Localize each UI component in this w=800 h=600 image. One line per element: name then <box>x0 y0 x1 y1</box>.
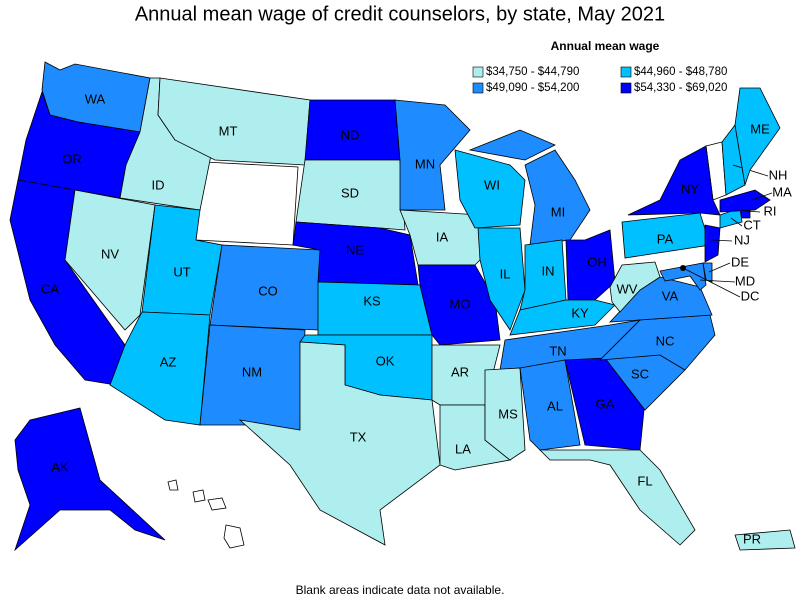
leader-line <box>708 262 731 273</box>
state-area <box>394 99 471 211</box>
state-label: MO <box>450 296 471 311</box>
blank-island <box>192 489 206 503</box>
state-label: MN <box>415 156 435 171</box>
state-label: SC <box>631 366 649 381</box>
state-area <box>477 227 526 331</box>
leader-line <box>699 279 736 283</box>
legend-label: $49,090 - $54,200 <box>486 82 579 94</box>
blank-island <box>223 524 245 549</box>
state-label: NM <box>242 364 262 379</box>
state-label: MT <box>219 123 238 138</box>
state-label: DE <box>731 254 749 269</box>
state-label: MI <box>551 204 565 219</box>
state-label: TN <box>549 343 566 358</box>
state-label: IL <box>500 266 511 281</box>
state-label: AK <box>51 459 69 474</box>
leader-line <box>732 164 769 177</box>
state-area <box>627 145 721 216</box>
legend-label: $54,330 - $69,020 <box>634 82 727 94</box>
state-label: NH <box>769 167 788 182</box>
state-label: OK <box>376 353 395 368</box>
state-area <box>702 262 713 283</box>
state-label: CO <box>258 283 278 298</box>
state-label: MS <box>498 406 518 421</box>
state-label: WV <box>617 281 638 296</box>
states: WA OR CA NV ID MT UT AZ CO NM ND SD NE KS OK TX MN IA MO AR… <box>9 61 796 552</box>
state-label: RI <box>764 203 777 218</box>
state-area <box>539 449 696 546</box>
state-area <box>454 149 526 229</box>
state-label: AL <box>547 398 563 413</box>
state-label: AR <box>451 364 469 379</box>
footnote: Blank areas indicate data not available. <box>296 583 505 597</box>
legend-label: $44,960 - $48,780 <box>634 66 727 78</box>
state-label: SD <box>341 185 359 200</box>
state-label: ID <box>152 177 165 192</box>
legend-swatch <box>620 66 632 78</box>
blank-island <box>167 479 179 491</box>
state-label: LA <box>455 441 471 456</box>
leader-line <box>745 210 761 213</box>
state-area <box>317 281 433 336</box>
state-area <box>524 149 591 246</box>
state-area <box>238 341 441 546</box>
state-label: OH <box>587 254 607 269</box>
state-area <box>719 189 771 213</box>
legend-title: Annual mean wage <box>551 39 660 53</box>
state-label: UT <box>173 264 190 279</box>
state-area <box>14 407 166 552</box>
state-area <box>609 261 661 313</box>
state-area <box>295 159 406 231</box>
leader-line <box>751 192 773 201</box>
state-area <box>468 129 556 161</box>
state-area <box>659 262 707 291</box>
blank-state <box>195 161 299 246</box>
state-area <box>734 87 781 186</box>
state-area <box>519 359 581 451</box>
state-label: DC <box>741 288 760 303</box>
leader-line <box>682 267 741 298</box>
state-label: OR <box>62 151 82 166</box>
state-label: CA <box>41 281 59 296</box>
state-label: MA <box>772 184 792 199</box>
legend-swatch <box>472 82 484 94</box>
state-area <box>417 264 501 346</box>
state-area <box>64 189 156 331</box>
state-label: NY <box>681 181 699 196</box>
state-label: NE <box>346 242 364 257</box>
state-label: KS <box>363 293 381 308</box>
state-label: NV <box>101 246 119 261</box>
leader-line <box>730 217 743 227</box>
blank-island <box>207 497 227 511</box>
state-label: GA <box>596 396 615 411</box>
state-label: TX <box>350 429 367 444</box>
state-label: NC <box>656 333 675 348</box>
state-label: MD <box>735 273 755 288</box>
leader-line <box>711 239 733 242</box>
state-label: PR <box>743 531 761 546</box>
state-label: WI <box>484 177 500 192</box>
state-area <box>704 224 721 263</box>
legend-label: $34,750 - $44,790 <box>486 66 579 78</box>
state-label: WA <box>85 91 106 106</box>
state-label: CT <box>743 217 760 232</box>
state-label: PA <box>657 231 674 246</box>
state-area <box>734 529 796 551</box>
state-label: NJ <box>734 232 750 247</box>
state-label: IN <box>542 263 555 278</box>
state-label: KY <box>571 305 589 320</box>
legend-swatch <box>472 66 484 78</box>
legend-swatch <box>620 82 632 94</box>
state-label: AZ <box>160 354 177 369</box>
state-label: VA <box>662 288 679 303</box>
state-label: IA <box>436 229 449 244</box>
state-label: ND <box>341 127 360 142</box>
state-label: FL <box>637 473 652 488</box>
map-title: Annual mean wage of credit counselors, b… <box>135 3 665 25</box>
state-area <box>109 311 211 426</box>
state-label: ME <box>750 121 770 136</box>
